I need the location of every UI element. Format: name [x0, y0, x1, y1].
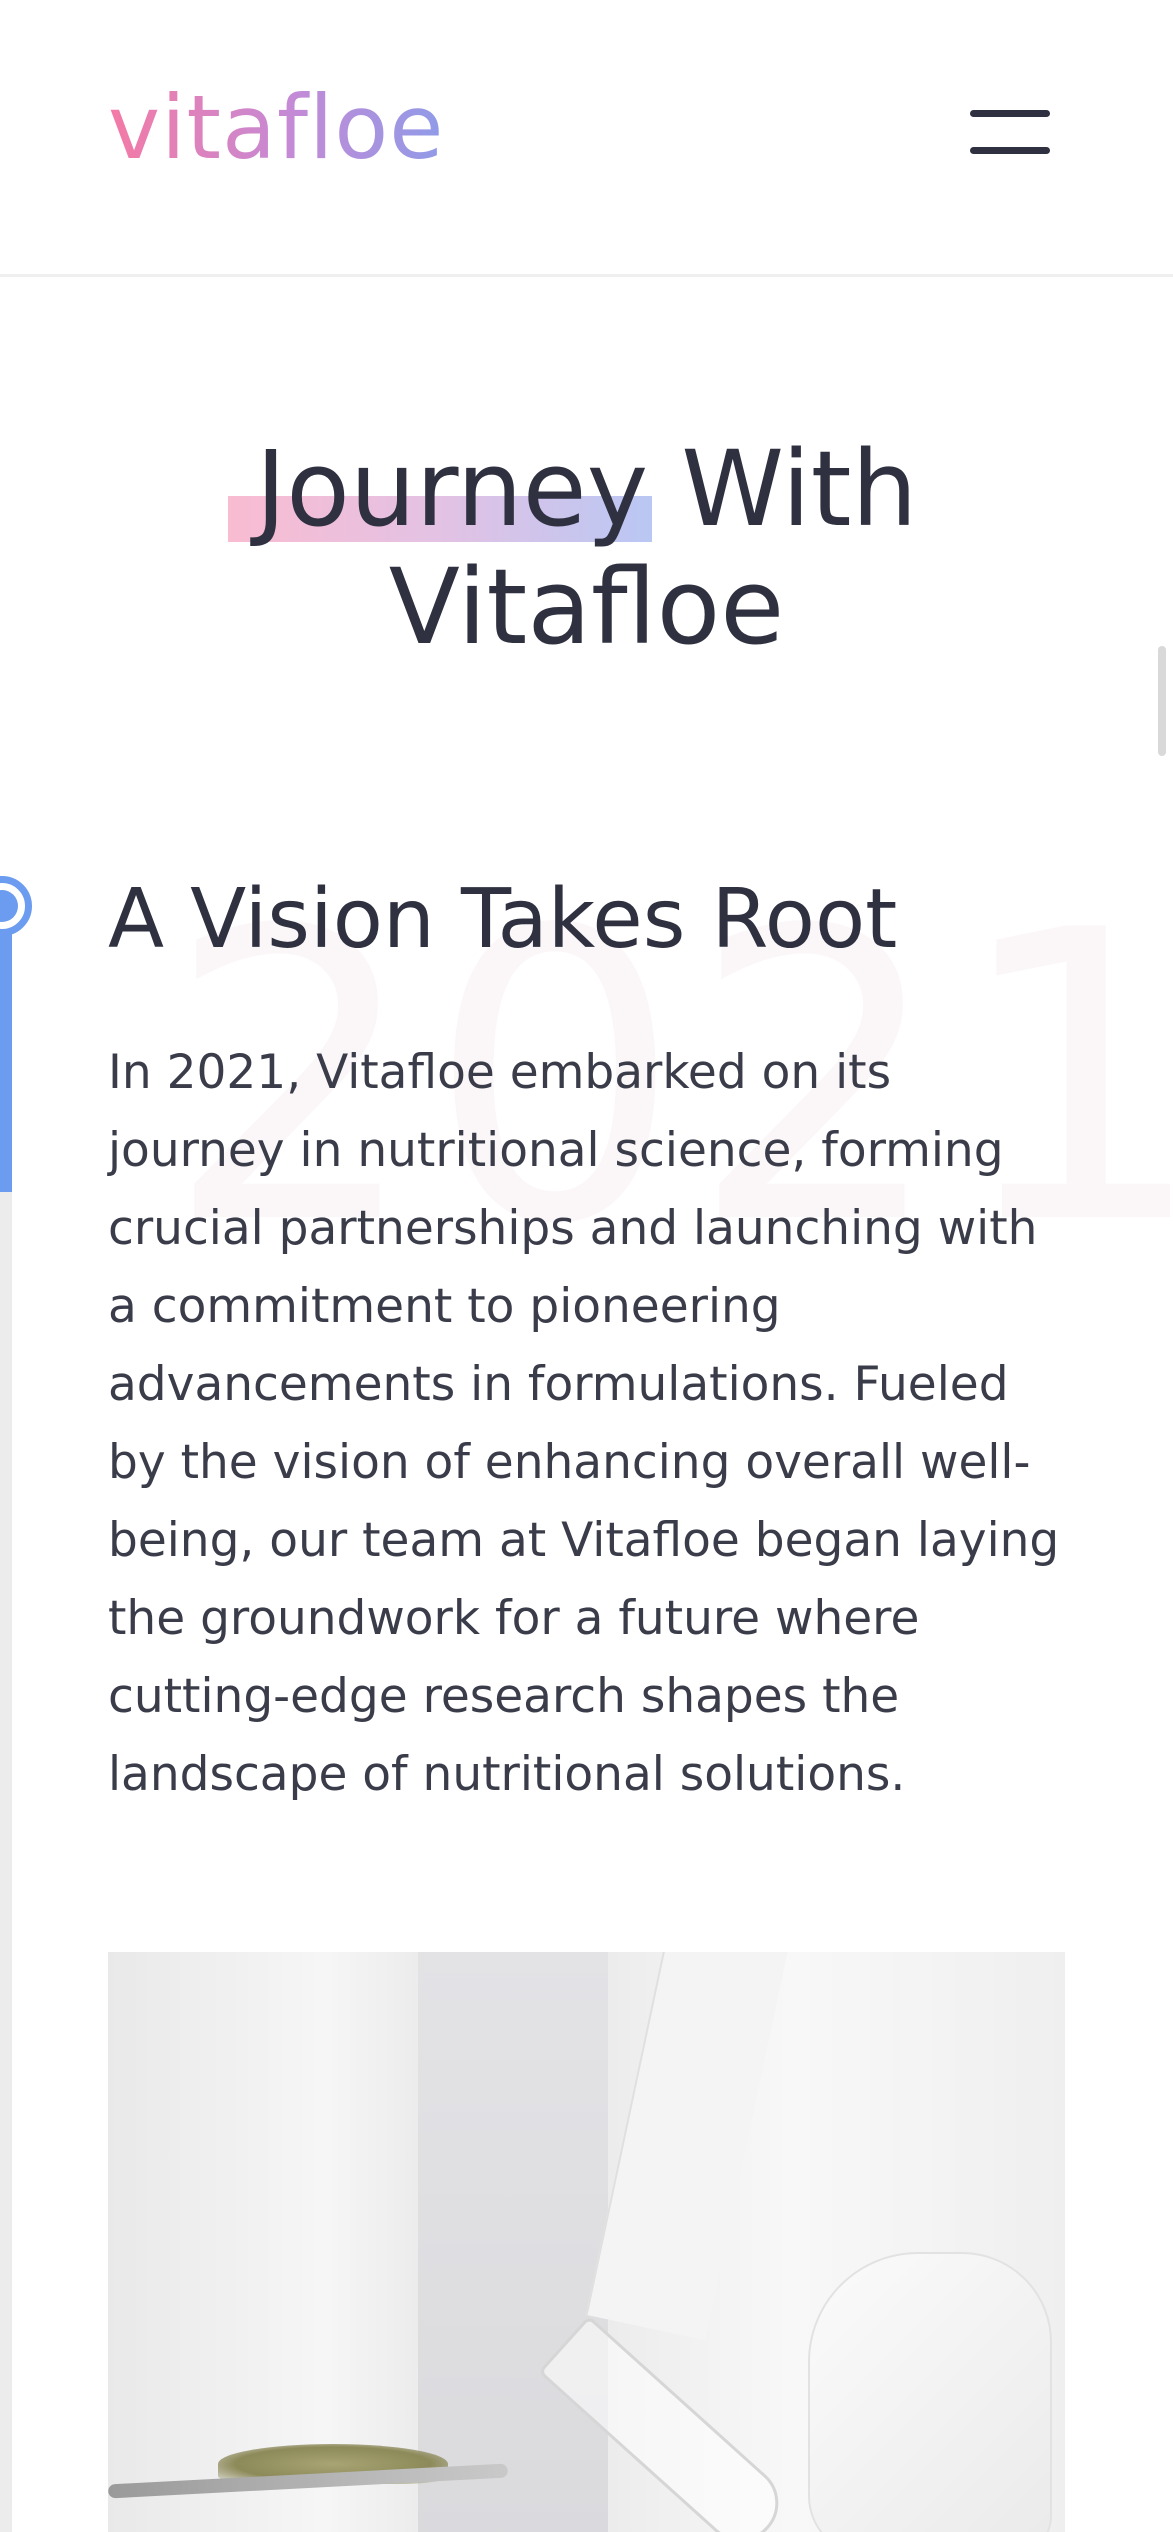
year-watermark: 2021 [165, 847, 1173, 1312]
title-highlight: Journey [227, 428, 653, 550]
section-title: Journey With Vitafloe [0, 430, 1173, 666]
milestone-heading: A Vision Takes Root [108, 872, 898, 967]
image-glove [808, 2252, 1052, 2532]
title-line1-rest: With [648, 428, 918, 550]
menu-button[interactable] [960, 102, 1054, 172]
hamburger-menu-icon [970, 110, 1050, 117]
title-highlight-bar [227, 496, 653, 542]
timeline-dot-center [0, 890, 18, 922]
brand-logo[interactable]: vitafloe [108, 76, 445, 179]
timeline-track [0, 920, 12, 2532]
scrollbar-thumb[interactable] [1158, 646, 1166, 756]
title-line2: Vitafloe [388, 546, 785, 668]
milestone-image [108, 1952, 1065, 2532]
timeline-dot [0, 876, 32, 936]
hamburger-menu-icon-bar [970, 147, 1050, 154]
site-header: vitafloe [0, 0, 1173, 277]
milestone-description: In 2021, Vitafloe embarked on its journe… [108, 1045, 1060, 1802]
image-coat-left [108, 1952, 418, 2532]
timeline-progress [0, 920, 12, 1192]
title-highlight-word: Journey [255, 428, 649, 550]
